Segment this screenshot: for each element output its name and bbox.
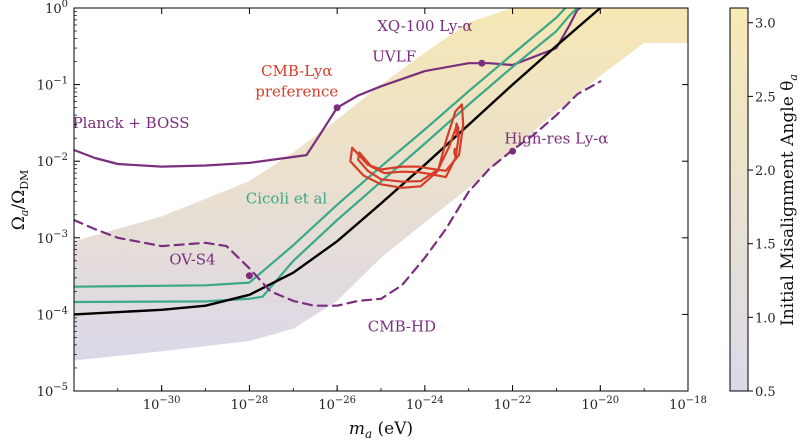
- colorbar-tick-label-5: 3.0: [755, 17, 776, 32]
- y-tick-label-0: 10−5: [37, 382, 68, 400]
- annotation-label-8: CMB-HD: [368, 317, 436, 335]
- contour-ring-0: [349, 103, 465, 189]
- axis-ticks: 10−30 10−28 10−26 10−24 10−22 10−20 10−18 10−5 1…: [37, 0, 707, 413]
- colorbar-ticks: 0.5 1.0 1.5 2.0 2.5 3.0: [748, 17, 776, 400]
- annotation-label-3: preference: [255, 83, 338, 101]
- colorbar: 0.5 1.0 1.5 2.0 2.5 3.0 Initial Misalignment …: [729, 7, 800, 400]
- annotation-label-7: OV-S4: [169, 250, 215, 268]
- x-axis-title: ma (eV): [349, 419, 413, 441]
- annotation-label-6: Cicoli et al: [246, 190, 328, 208]
- x-tick-label-3: 10−24: [406, 395, 444, 413]
- x-tick-label-4: 10−22: [494, 395, 532, 413]
- annotation-label-2: CMB-Lyα: [261, 62, 333, 80]
- x-tick-label-5: 10−20: [581, 395, 619, 413]
- series-line-2: [74, 8, 579, 304]
- x-tick-label-1: 10−28: [231, 395, 269, 413]
- y-tick-label-1: 10−4: [37, 305, 68, 323]
- series-lines: [74, 8, 602, 316]
- data-markers: [245, 59, 517, 280]
- cmb-lya-contours: [349, 103, 465, 189]
- series-line-0: [74, 8, 582, 168]
- colorbar-tick-label-4: 2.5: [755, 90, 776, 105]
- marker-point-3: [245, 272, 253, 280]
- annotations: XQ-100 Ly-α UVLF CMB-Lyα preference Planck +…: [73, 17, 609, 335]
- y-tick-label-4: 10−1: [37, 76, 68, 94]
- annotation-label-1: UVLF: [372, 48, 416, 66]
- marker-point-1: [478, 59, 486, 67]
- colorbar-gradient: [729, 7, 749, 392]
- y-tick-label-5: 100: [45, 0, 68, 17]
- colorbar-tick-label-2: 1.5: [755, 238, 776, 253]
- y-tick-label-2: 10−3: [37, 229, 68, 247]
- x-tick-label-2: 10−26: [318, 395, 356, 413]
- series-line-3: [74, 8, 602, 316]
- y-axis-title: Ωa/ΩDM: [9, 170, 31, 231]
- contour-ring-3: [453, 147, 458, 160]
- x-tick-label-6: 10−18: [669, 395, 707, 413]
- series-line-4: [74, 80, 602, 307]
- annotation-label-0: XQ-100 Ly-α: [377, 17, 472, 35]
- x-tick-label-0: 10−30: [143, 395, 181, 413]
- colorbar-tick-label-3: 2.0: [755, 164, 776, 179]
- colorbar-tick-label-0: 0.5: [755, 385, 776, 400]
- colorbar-tick-label-1: 1.0: [755, 311, 776, 326]
- y-tick-label-3: 10−2: [37, 152, 68, 170]
- marker-point-0: [333, 104, 341, 112]
- contour-ring-2: [454, 122, 460, 138]
- annotation-label-4: Planck + BOSS: [73, 114, 190, 132]
- annotation-label-5: High-res Ly-α: [504, 130, 608, 148]
- series-line-1: [74, 8, 567, 288]
- colorbar-title: Initial Misalignment Angle θa: [778, 74, 800, 326]
- marker-point-2: [509, 147, 517, 155]
